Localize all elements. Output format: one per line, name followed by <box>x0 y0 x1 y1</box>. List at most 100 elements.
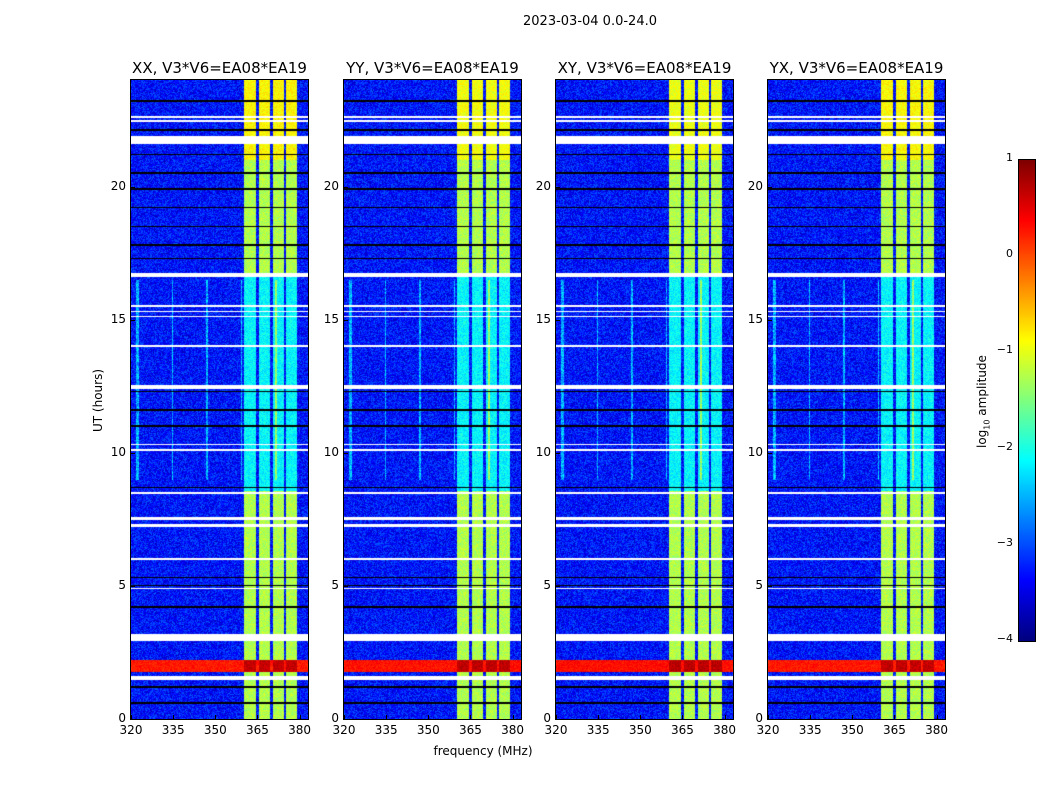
x-tick-label: 335 <box>374 723 398 737</box>
x-tick-mark <box>173 715 175 719</box>
panel-title: YX, V3*V6=EA08*EA19 <box>769 59 944 77</box>
y-tick-mark <box>344 719 348 720</box>
x-tick-mark <box>344 715 345 719</box>
y-tick-label: 20 <box>323 178 339 193</box>
y-tick-mark <box>344 452 348 454</box>
x-tick-mark <box>682 715 684 719</box>
spectrogram-panel-xx <box>130 79 309 720</box>
spectrogram-panel-yx <box>767 79 946 720</box>
y-tick-label: 0 <box>543 711 551 725</box>
y-tick-mark <box>556 319 560 321</box>
figure-title: 2023-03-04 0.0-24.0 <box>523 14 657 29</box>
y-tick-mark <box>131 585 135 587</box>
x-tick-mark <box>640 715 642 719</box>
x-tick-label: 365 <box>670 723 694 737</box>
x-tick-mark <box>257 715 259 719</box>
x-tick-mark <box>768 715 769 719</box>
x-tick-label: 335 <box>161 723 185 737</box>
colorbar-tick-label: −4 <box>996 632 1013 645</box>
y-tick-mark <box>131 719 135 720</box>
y-tick-label: 15 <box>110 311 126 326</box>
x-tick-label: 350 <box>203 723 227 737</box>
y-tick-mark <box>768 452 772 454</box>
x-tick-mark <box>810 715 812 719</box>
x-tick-label: 320 <box>756 723 780 737</box>
y-tick-mark <box>556 452 560 454</box>
colorbar-tick-label: −3 <box>996 535 1013 549</box>
x-tick-mark <box>894 715 896 719</box>
spectrogram-heatmap <box>768 80 945 719</box>
panel-title: YY, V3*V6=EA08*EA19 <box>346 59 519 77</box>
y-tick-label: 15 <box>323 311 339 326</box>
colorbar <box>1018 159 1036 642</box>
y-tick-mark <box>768 585 772 587</box>
x-tick-label: 380 <box>925 723 949 737</box>
x-tick-mark <box>428 715 430 719</box>
x-tick-mark <box>852 715 854 719</box>
colorbar-tick-label: 0 <box>1006 247 1013 261</box>
x-tick-label: 320 <box>119 723 143 737</box>
x-tick-label: 380 <box>713 723 737 737</box>
y-tick-mark <box>556 186 560 188</box>
y-tick-label: 20 <box>747 178 763 193</box>
y-tick-label: 5 <box>755 577 763 592</box>
spectrogram-heatmap <box>556 80 733 719</box>
x-tick-mark <box>724 715 726 719</box>
x-tick-mark <box>470 715 472 719</box>
x-tick-label: 350 <box>628 723 652 737</box>
x-tick-mark <box>299 715 301 719</box>
x-tick-label: 335 <box>798 723 822 737</box>
x-tick-label: 335 <box>586 723 610 737</box>
y-tick-mark <box>131 452 135 454</box>
x-tick-mark <box>215 715 217 719</box>
y-axis-label: UT (hours) <box>91 368 105 432</box>
y-tick-mark <box>556 719 560 720</box>
x-axis-label: frequency (MHz) <box>433 744 533 758</box>
x-tick-label: 320 <box>544 723 568 737</box>
y-tick-label: 15 <box>535 311 551 326</box>
y-tick-mark <box>344 186 348 188</box>
spectrogram-panel-xy <box>555 79 734 720</box>
x-tick-mark <box>936 715 938 719</box>
y-tick-mark <box>556 585 560 587</box>
panel-title: XX, V3*V6=EA08*EA19 <box>132 59 307 77</box>
y-tick-label: 10 <box>535 444 551 459</box>
spectrogram-heatmap <box>344 80 521 719</box>
spectrogram-heatmap <box>131 80 308 719</box>
y-tick-label: 5 <box>331 577 339 592</box>
x-tick-mark <box>131 715 132 719</box>
x-tick-mark <box>512 715 514 719</box>
y-tick-mark <box>768 319 772 321</box>
x-tick-label: 320 <box>332 723 356 737</box>
y-tick-label: 0 <box>118 711 126 725</box>
x-tick-label: 365 <box>245 723 269 737</box>
y-tick-mark <box>768 186 772 188</box>
x-tick-mark <box>556 715 557 719</box>
y-tick-label: 0 <box>755 711 763 725</box>
x-tick-label: 350 <box>840 723 864 737</box>
colorbar-tick-label: −2 <box>996 439 1013 453</box>
colorbar-tick-label: −1 <box>996 343 1013 357</box>
y-tick-mark <box>344 319 348 321</box>
y-tick-label: 20 <box>535 178 551 193</box>
x-tick-label: 365 <box>458 723 482 737</box>
y-tick-label: 10 <box>110 444 126 459</box>
x-tick-label: 365 <box>882 723 906 737</box>
spectrogram-panel-yy <box>343 79 522 720</box>
y-tick-label: 10 <box>323 444 339 459</box>
y-tick-label: 5 <box>118 577 126 592</box>
x-tick-mark <box>386 715 388 719</box>
x-tick-label: 380 <box>501 723 525 737</box>
y-tick-label: 15 <box>747 311 763 326</box>
y-tick-mark <box>131 319 135 321</box>
x-tick-label: 350 <box>416 723 440 737</box>
y-tick-mark <box>768 719 772 720</box>
x-tick-label: 380 <box>288 723 312 737</box>
y-tick-mark <box>131 186 135 188</box>
y-tick-label: 10 <box>747 444 763 459</box>
x-tick-mark <box>598 715 600 719</box>
y-tick-label: 5 <box>543 577 551 592</box>
colorbar-label: log10 amplitude <box>975 355 992 448</box>
panel-title: XY, V3*V6=EA08*EA19 <box>557 59 732 77</box>
colorbar-tick-label: 1 <box>1006 151 1013 164</box>
